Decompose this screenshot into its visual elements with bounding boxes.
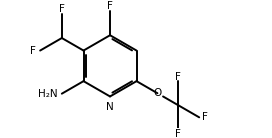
Text: H₂N: H₂N: [38, 89, 57, 99]
Text: O: O: [153, 88, 162, 98]
Text: F: F: [59, 4, 65, 14]
Text: F: F: [175, 71, 181, 82]
Text: F: F: [175, 129, 181, 138]
Text: N: N: [106, 102, 114, 112]
Text: F: F: [202, 112, 208, 122]
Text: F: F: [107, 2, 113, 11]
Text: F: F: [30, 46, 36, 56]
